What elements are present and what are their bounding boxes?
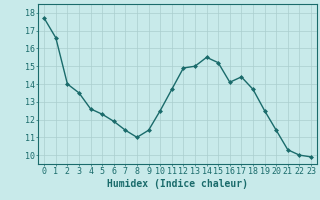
X-axis label: Humidex (Indice chaleur): Humidex (Indice chaleur) — [107, 179, 248, 189]
